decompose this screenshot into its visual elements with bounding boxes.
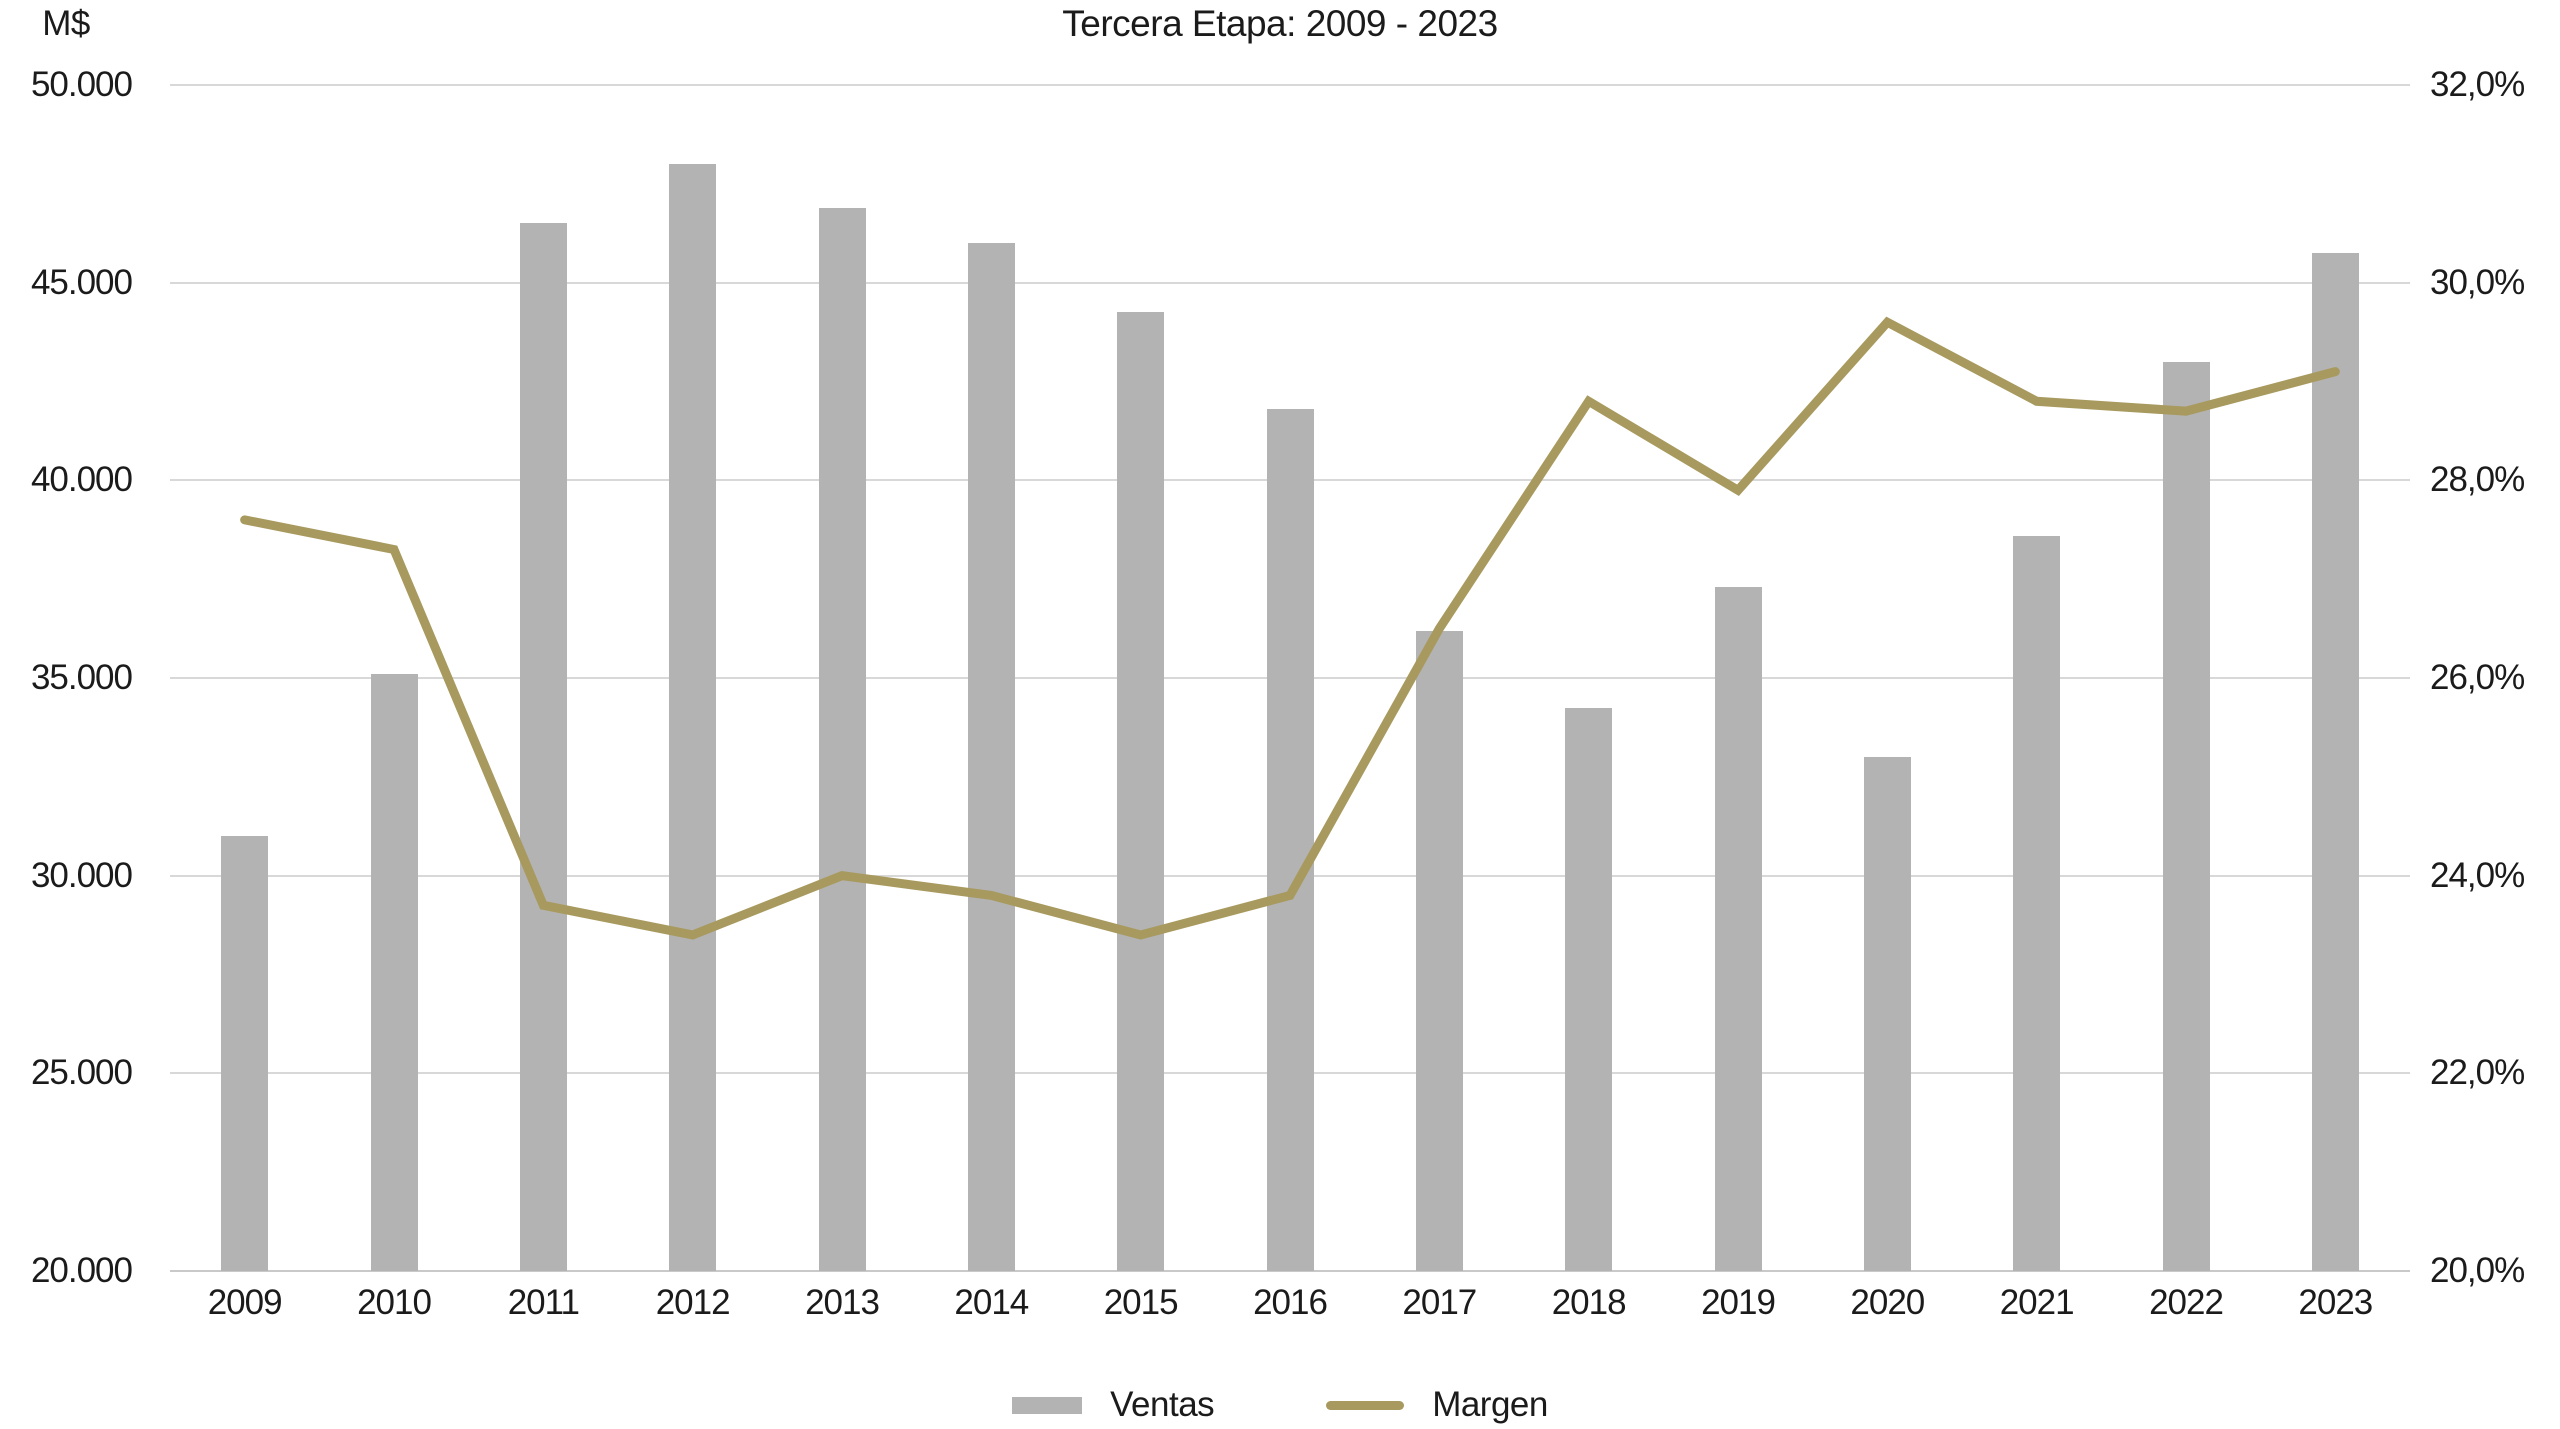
x-axis-label-2013: 2013: [805, 1283, 880, 1322]
legend-item-margen: Margen: [1326, 1385, 1548, 1425]
x-axis-label-2018: 2018: [1551, 1283, 1627, 1322]
ventas-bar-2013: [818, 207, 866, 1271]
x-axis-label-2016: 2016: [1253, 1283, 1328, 1322]
left-axis-tick: 50.000: [30, 65, 133, 104]
ventas-bar-2016: [1266, 409, 1314, 1271]
x-axis-label-2019: 2019: [1701, 1283, 1776, 1322]
gridline: [170, 281, 2410, 284]
ventas-bar-2019: [1714, 587, 1762, 1271]
x-axis-label-2023: 2023: [2298, 1283, 2373, 1322]
right-axis-tick: 32,0%: [2430, 65, 2525, 104]
x-axis-label-2011: 2011: [507, 1283, 580, 1322]
x-axis-label-2009: 2009: [207, 1283, 283, 1322]
ventas-bar-2023: [2311, 253, 2359, 1271]
right-axis-tick: 26,0%: [2430, 658, 2525, 697]
left-axis-tick: 25.000: [30, 1053, 133, 1093]
ventas-bar-2021: [2013, 535, 2061, 1271]
ventas-bar-2009: [221, 836, 269, 1271]
legend: Ventas Margen: [0, 1385, 2560, 1425]
right-axis-tick: 24,0%: [2430, 855, 2525, 895]
ventas-bar-2018: [1565, 707, 1613, 1271]
ventas-bar-2010: [370, 674, 418, 1271]
x-axis-label-2015: 2015: [1103, 1283, 1179, 1322]
legend-margen-label: Margen: [1432, 1385, 1548, 1424]
legend-item-ventas: Ventas: [1012, 1385, 1215, 1425]
left-axis-tick: 20.000: [30, 1251, 133, 1290]
legend-ventas-label: Ventas: [1110, 1385, 1215, 1424]
gridline: [170, 1270, 2410, 1272]
left-axis-tick: 35.000: [30, 658, 133, 697]
right-axis-tick: 28,0%: [2430, 460, 2525, 500]
x-axis-label-2012: 2012: [655, 1283, 731, 1322]
x-axis-label-2022: 2022: [2149, 1283, 2224, 1322]
ventas-bar-2014: [967, 243, 1015, 1271]
ventas-bar-2020: [1863, 757, 1911, 1271]
x-axis-label-2010: 2010: [357, 1283, 432, 1322]
right-axis-tick: 20,0%: [2430, 1251, 2525, 1290]
ventas-bar-2011: [519, 223, 567, 1271]
left-axis-unit-label: M$: [42, 4, 90, 43]
chart-title: Tercera Etapa: 2009 - 2023: [1062, 3, 1498, 44]
left-axis-tick: 30.000: [30, 855, 133, 895]
ventas-bar-2017: [1415, 630, 1463, 1271]
ventas-bar-swatch-icon: [1012, 1396, 1083, 1414]
left-axis-tick: 45.000: [30, 262, 133, 302]
ventas-bar-2012: [669, 164, 717, 1271]
margen-line-swatch-icon: [1326, 1400, 1405, 1410]
x-axis-label-2020: 2020: [1850, 1283, 1925, 1322]
gridline: [170, 84, 2410, 86]
ventas-bar-2022: [2162, 361, 2210, 1271]
x-axis-label-2017: 2017: [1402, 1283, 1477, 1322]
x-axis-label-2014: 2014: [954, 1283, 1029, 1322]
margen-polyline: [240, 316, 2340, 940]
right-axis-tick: 30,0%: [2430, 262, 2525, 302]
left-axis-tick: 40.000: [30, 460, 133, 500]
x-axis-label-2021: 2021: [1999, 1283, 2075, 1322]
right-axis-tick: 22,0%: [2430, 1053, 2525, 1093]
ventas-bar-2015: [1117, 312, 1165, 1271]
